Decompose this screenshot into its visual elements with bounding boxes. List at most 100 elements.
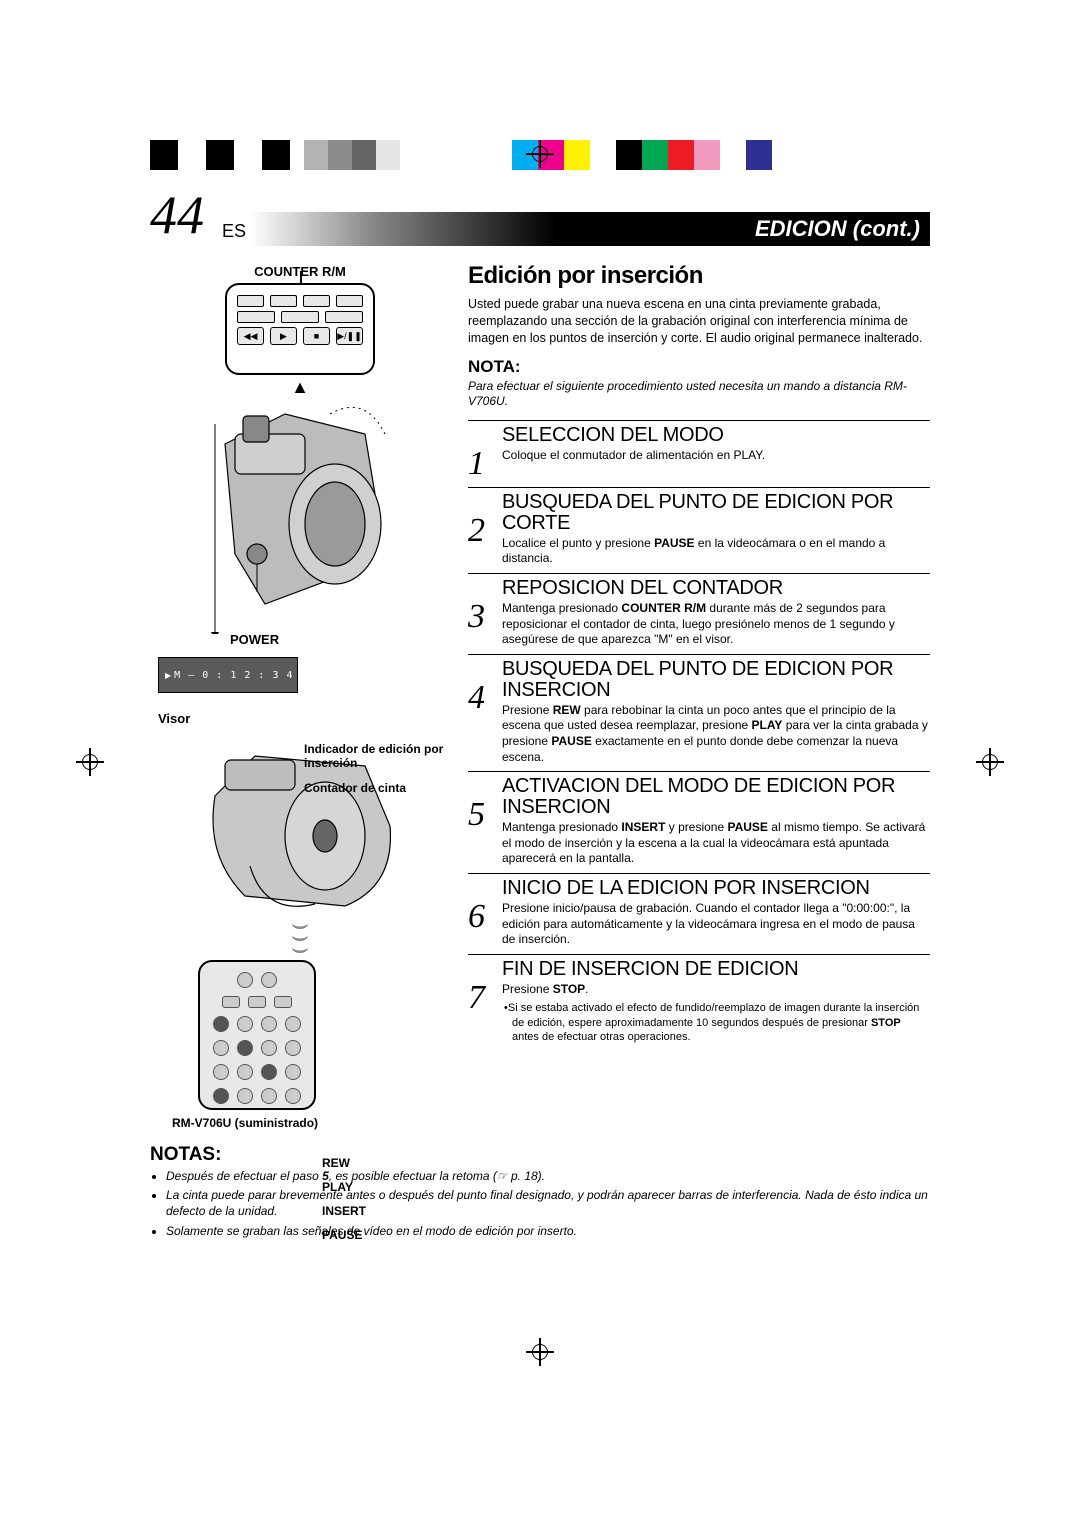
step: 6 INICIO DE LA EDICION POR INSERCIONPresi…: [468, 878, 930, 948]
divider: [468, 654, 930, 655]
step-number: 3: [468, 600, 494, 648]
remote-caption: RM-V706U (suministrado): [172, 1116, 450, 1130]
notas-item: La cinta puede parar brevemente antes o …: [166, 1187, 930, 1219]
section-title: Edición por inserción: [468, 262, 930, 290]
step-number: 6: [468, 900, 494, 948]
notas-heading: NOTAS:: [150, 1144, 930, 1166]
step-number: 7: [468, 981, 494, 1044]
registration-mark-bottom: [526, 1338, 554, 1366]
visor-label: Visor: [158, 711, 450, 726]
step-title: FIN DE INSERCION DE EDICION: [502, 959, 930, 980]
step: 5ACTIVACION DEL MODO DE EDICION POR INSE…: [468, 776, 930, 867]
remote-button: [325, 311, 363, 323]
notas-item: Solamente se graban las señales de vídeo…: [166, 1223, 930, 1239]
divider: [468, 954, 930, 955]
step-number: 4: [468, 681, 494, 765]
divider: [468, 420, 930, 421]
remote-button-callouts: REW PLAY INSERT PAUSE: [322, 1156, 366, 1252]
step: 7 FIN DE INSERCION DE EDICION Presione STO…: [468, 959, 930, 1044]
remote-button: [303, 295, 330, 307]
step-title: REPOSICION DEL CONTADOR: [502, 578, 930, 599]
section-ribbon: EDICION (cont.): [250, 212, 930, 246]
page-lang: ES: [222, 221, 246, 242]
page-number: 44: [150, 184, 204, 246]
step-number: 1: [468, 447, 494, 481]
diagram-column: COUNTER R/M ◀◀: [150, 252, 450, 1130]
remote-full-illustration: [198, 960, 316, 1110]
section-ribbon-title: EDICION (cont.): [755, 216, 920, 242]
callout-tape-counter: Contador de cinta: [304, 781, 444, 795]
step-title: INICIO DE LA EDICION POR INSERCION: [502, 878, 930, 899]
callout-rew: REW: [322, 1156, 366, 1170]
color-swatch: [564, 140, 590, 170]
color-swatch: [0, 140, 150, 170]
color-swatch: [720, 140, 746, 170]
color-swatch: [400, 140, 424, 170]
power-label: POWER: [230, 632, 450, 647]
divider: [468, 573, 930, 574]
color-swatch: [352, 140, 376, 170]
color-swatch: [206, 140, 234, 170]
arrow-up-icon: ▲: [150, 377, 450, 398]
color-swatch: [234, 140, 262, 170]
callout-play: PLAY: [322, 1180, 366, 1194]
remote-button: [270, 295, 297, 307]
intro-paragraph: Usted puede grabar una nueva escena en u…: [468, 296, 930, 347]
notas-item: Después de efectuar el paso 5, es posibl…: [166, 1168, 930, 1184]
remote-button: [237, 311, 275, 323]
page-content: 44 ES EDICION (cont.) COUNTER R/M: [150, 200, 930, 1242]
color-swatch: [150, 140, 178, 170]
color-swatch: [642, 140, 668, 170]
step-number: 5: [468, 798, 494, 867]
color-swatch: [772, 140, 1052, 170]
pause-icon: ▶/❚❚: [336, 327, 363, 345]
notas-list: Después de efectuar el paso 5, es posibl…: [150, 1168, 930, 1239]
step: 2BUSQUEDA DEL PUNTO DE EDICION POR CORTE…: [468, 492, 930, 567]
step: 1 SELECCION DEL MODO Coloque el conmutador…: [468, 425, 930, 481]
color-swatch: [424, 140, 462, 170]
color-swatch: [328, 140, 352, 170]
step-text: Presione REW para rebobinar la cinta un …: [502, 703, 930, 765]
viewfinder-display: M – 0 : 1 2 : 3 4: [158, 657, 298, 693]
step-text: Presione STOP.: [502, 982, 930, 998]
display-callouts: Indicador de edición por inserción Conta…: [304, 742, 444, 805]
counter-readout: M – 0 : 1 2 : 3 4: [174, 670, 293, 681]
rewind-icon: ◀◀: [237, 327, 264, 345]
color-swatch: [590, 140, 616, 170]
step-subnote: •Si se estaba activado el efecto de fund…: [502, 1001, 930, 1044]
step-text: Mantenga presionado INSERT y presione PA…: [502, 820, 930, 867]
color-swatch: [376, 140, 400, 170]
nota-body: Para efectuar el siguiente procedimiento…: [468, 379, 930, 410]
step-text: Coloque el conmutador de alimentación en…: [502, 448, 930, 464]
registration-mark-left: [76, 748, 104, 776]
color-swatch: [746, 140, 772, 170]
divider: [468, 771, 930, 772]
remote-button: [237, 295, 264, 307]
step-number: 2: [468, 514, 494, 567]
color-swatch: [290, 140, 304, 170]
step-title: BUSQUEDA DEL PUNTO DE EDICION POR CORTE: [502, 492, 930, 534]
color-swatch: [668, 140, 694, 170]
color-swatch: [462, 140, 512, 170]
play-icon: ▶: [270, 327, 297, 345]
step-text: Presione inicio/pausa de grabación. Cuan…: [502, 901, 930, 948]
remote-top-illustration: ◀◀ ▶ ■ ▶/❚❚: [225, 283, 375, 375]
registration-mark-right: [976, 748, 1004, 776]
step-title: BUSQUEDA DEL PUNTO DE EDICION POR INSERC…: [502, 659, 930, 701]
step-title: ACTIVACION DEL MODO DE EDICION POR INSER…: [502, 776, 930, 818]
callout-pause: PAUSE: [322, 1228, 366, 1242]
stop-icon: ■: [303, 327, 330, 345]
registration-mark-top: [526, 140, 554, 168]
step: 3 REPOSICION DEL CONTADORMantenga presion…: [468, 578, 930, 648]
callout-insert-indicator: Indicador de edición por inserción: [304, 742, 444, 771]
remote-button: [336, 295, 363, 307]
color-swatch: [694, 140, 720, 170]
step: 4BUSQUEDA DEL PUNTO DE EDICION POR INSER…: [468, 659, 930, 765]
color-swatch: [304, 140, 328, 170]
page-header: 44 ES EDICION (cont.): [150, 200, 930, 246]
divider: [468, 873, 930, 874]
color-swatch: [178, 140, 206, 170]
step-text: Mantenga presionado COUNTER R/M durante …: [502, 601, 930, 648]
divider: [468, 487, 930, 488]
step-title: SELECCION DEL MODO: [502, 425, 930, 446]
